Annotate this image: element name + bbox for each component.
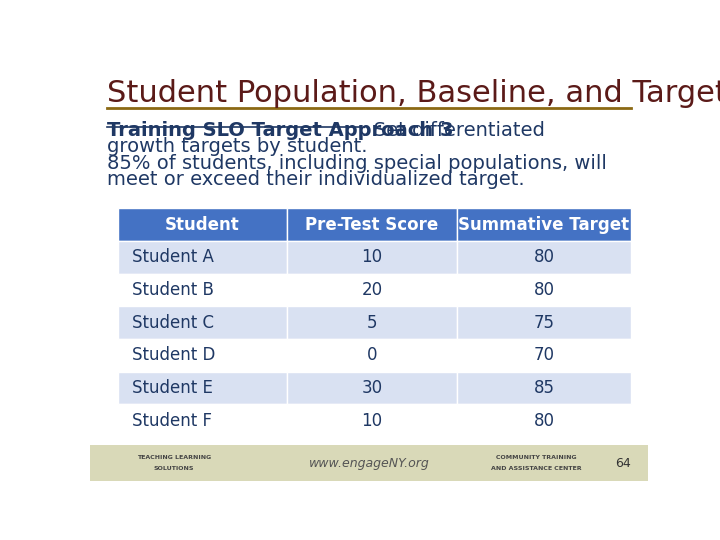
Text: : Set differentiated: : Set differentiated — [361, 121, 544, 140]
Text: COMMUNITY TRAINING: COMMUNITY TRAINING — [496, 455, 577, 460]
Text: 10: 10 — [361, 248, 382, 266]
FancyBboxPatch shape — [456, 208, 631, 241]
Text: Training SLO Target Approach 3: Training SLO Target Approach 3 — [107, 121, 454, 140]
Text: 80: 80 — [534, 281, 554, 299]
FancyBboxPatch shape — [90, 446, 648, 481]
FancyBboxPatch shape — [456, 404, 631, 437]
Text: www.engageNY.org: www.engageNY.org — [309, 457, 429, 470]
Text: 30: 30 — [361, 379, 382, 397]
Text: 85% of students, including special populations, will: 85% of students, including special popul… — [107, 154, 607, 173]
FancyBboxPatch shape — [287, 306, 456, 339]
Text: Student Population, Baseline, and Target(s): Student Population, Baseline, and Target… — [107, 79, 720, 109]
Text: Student C: Student C — [132, 314, 214, 332]
Text: 0: 0 — [366, 346, 377, 364]
FancyBboxPatch shape — [456, 274, 631, 306]
Text: growth targets by student.: growth targets by student. — [107, 137, 367, 156]
Text: SOLUTIONS: SOLUTIONS — [153, 465, 194, 471]
FancyBboxPatch shape — [456, 241, 631, 274]
Text: 75: 75 — [534, 314, 554, 332]
FancyBboxPatch shape — [118, 306, 287, 339]
Text: TEACHING LEARNING: TEACHING LEARNING — [137, 455, 211, 460]
FancyBboxPatch shape — [287, 404, 456, 437]
Text: Student: Student — [165, 215, 240, 234]
FancyBboxPatch shape — [118, 241, 287, 274]
Text: Summative Target: Summative Target — [459, 215, 629, 234]
Text: Student E: Student E — [132, 379, 212, 397]
FancyBboxPatch shape — [287, 208, 456, 241]
Text: 5: 5 — [366, 314, 377, 332]
Text: 80: 80 — [534, 411, 554, 430]
Text: Student F: Student F — [132, 411, 212, 430]
Text: AND ASSISTANCE CENTER: AND ASSISTANCE CENTER — [491, 465, 582, 471]
FancyBboxPatch shape — [456, 339, 631, 372]
Text: 80: 80 — [534, 248, 554, 266]
FancyBboxPatch shape — [456, 306, 631, 339]
Text: 85: 85 — [534, 379, 554, 397]
FancyBboxPatch shape — [118, 208, 287, 241]
FancyBboxPatch shape — [118, 339, 287, 372]
FancyBboxPatch shape — [118, 404, 287, 437]
FancyBboxPatch shape — [118, 274, 287, 306]
Text: Pre-Test Score: Pre-Test Score — [305, 215, 438, 234]
Text: Student D: Student D — [132, 346, 215, 364]
Text: Student A: Student A — [132, 248, 214, 266]
FancyBboxPatch shape — [287, 274, 456, 306]
Text: meet or exceed their individualized target.: meet or exceed their individualized targ… — [107, 170, 524, 189]
FancyBboxPatch shape — [287, 372, 456, 404]
FancyBboxPatch shape — [456, 372, 631, 404]
Text: 10: 10 — [361, 411, 382, 430]
FancyBboxPatch shape — [287, 241, 456, 274]
FancyBboxPatch shape — [118, 372, 287, 404]
Text: 70: 70 — [534, 346, 554, 364]
Text: 20: 20 — [361, 281, 382, 299]
FancyBboxPatch shape — [287, 339, 456, 372]
Text: Student B: Student B — [132, 281, 214, 299]
Text: 64: 64 — [616, 457, 631, 470]
